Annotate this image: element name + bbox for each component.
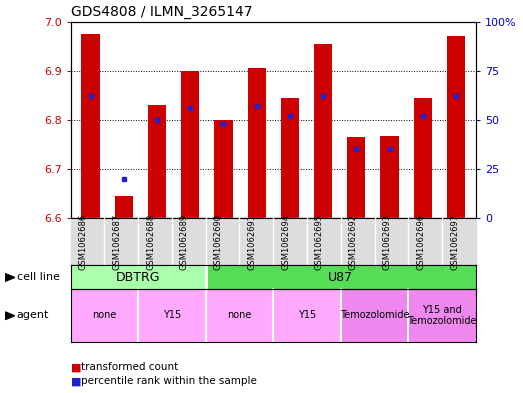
Polygon shape	[5, 312, 15, 320]
Text: GSM1062687: GSM1062687	[112, 213, 121, 270]
Text: cell line: cell line	[17, 272, 60, 282]
Bar	[447, 37, 465, 218]
Text: GSM1062689: GSM1062689	[180, 214, 189, 270]
Text: agent: agent	[17, 310, 49, 320]
Text: percentile rank within the sample: percentile rank within the sample	[81, 376, 257, 386]
Bar	[82, 34, 100, 218]
Text: U87: U87	[328, 270, 354, 284]
Text: GSM1062686: GSM1062686	[78, 213, 87, 270]
Bar	[115, 196, 133, 218]
Text: Y15: Y15	[298, 310, 316, 320]
Text: GSM1062690: GSM1062690	[213, 214, 223, 270]
Text: GSM1062693: GSM1062693	[382, 214, 392, 270]
Text: GDS4808 / ILMN_3265147: GDS4808 / ILMN_3265147	[71, 5, 252, 19]
Bar	[347, 137, 366, 218]
Text: ■: ■	[71, 376, 81, 386]
Text: GSM1062696: GSM1062696	[416, 214, 425, 270]
Polygon shape	[5, 274, 15, 281]
Bar	[148, 105, 166, 218]
Text: Y15: Y15	[163, 310, 181, 320]
Text: DBTRG: DBTRG	[116, 270, 161, 284]
Text: ■: ■	[71, 362, 81, 373]
Text: none: none	[228, 310, 252, 320]
Bar	[181, 71, 199, 218]
Text: GSM1062691: GSM1062691	[247, 214, 256, 270]
Text: GSM1062697: GSM1062697	[450, 214, 459, 270]
Bar	[380, 136, 399, 218]
Text: none: none	[92, 310, 117, 320]
Text: GSM1062688: GSM1062688	[146, 213, 155, 270]
Text: Y15 and
Temozolomide: Y15 and Temozolomide	[407, 305, 477, 326]
Text: Temozolomide: Temozolomide	[340, 310, 410, 320]
Text: GSM1062694: GSM1062694	[281, 214, 290, 270]
Bar	[314, 44, 332, 218]
Bar	[214, 120, 233, 218]
Bar	[281, 98, 299, 218]
Text: GSM1062695: GSM1062695	[315, 214, 324, 270]
Text: transformed count: transformed count	[81, 362, 178, 373]
Bar	[414, 98, 432, 218]
Bar	[247, 68, 266, 218]
Text: GSM1062692: GSM1062692	[349, 214, 358, 270]
